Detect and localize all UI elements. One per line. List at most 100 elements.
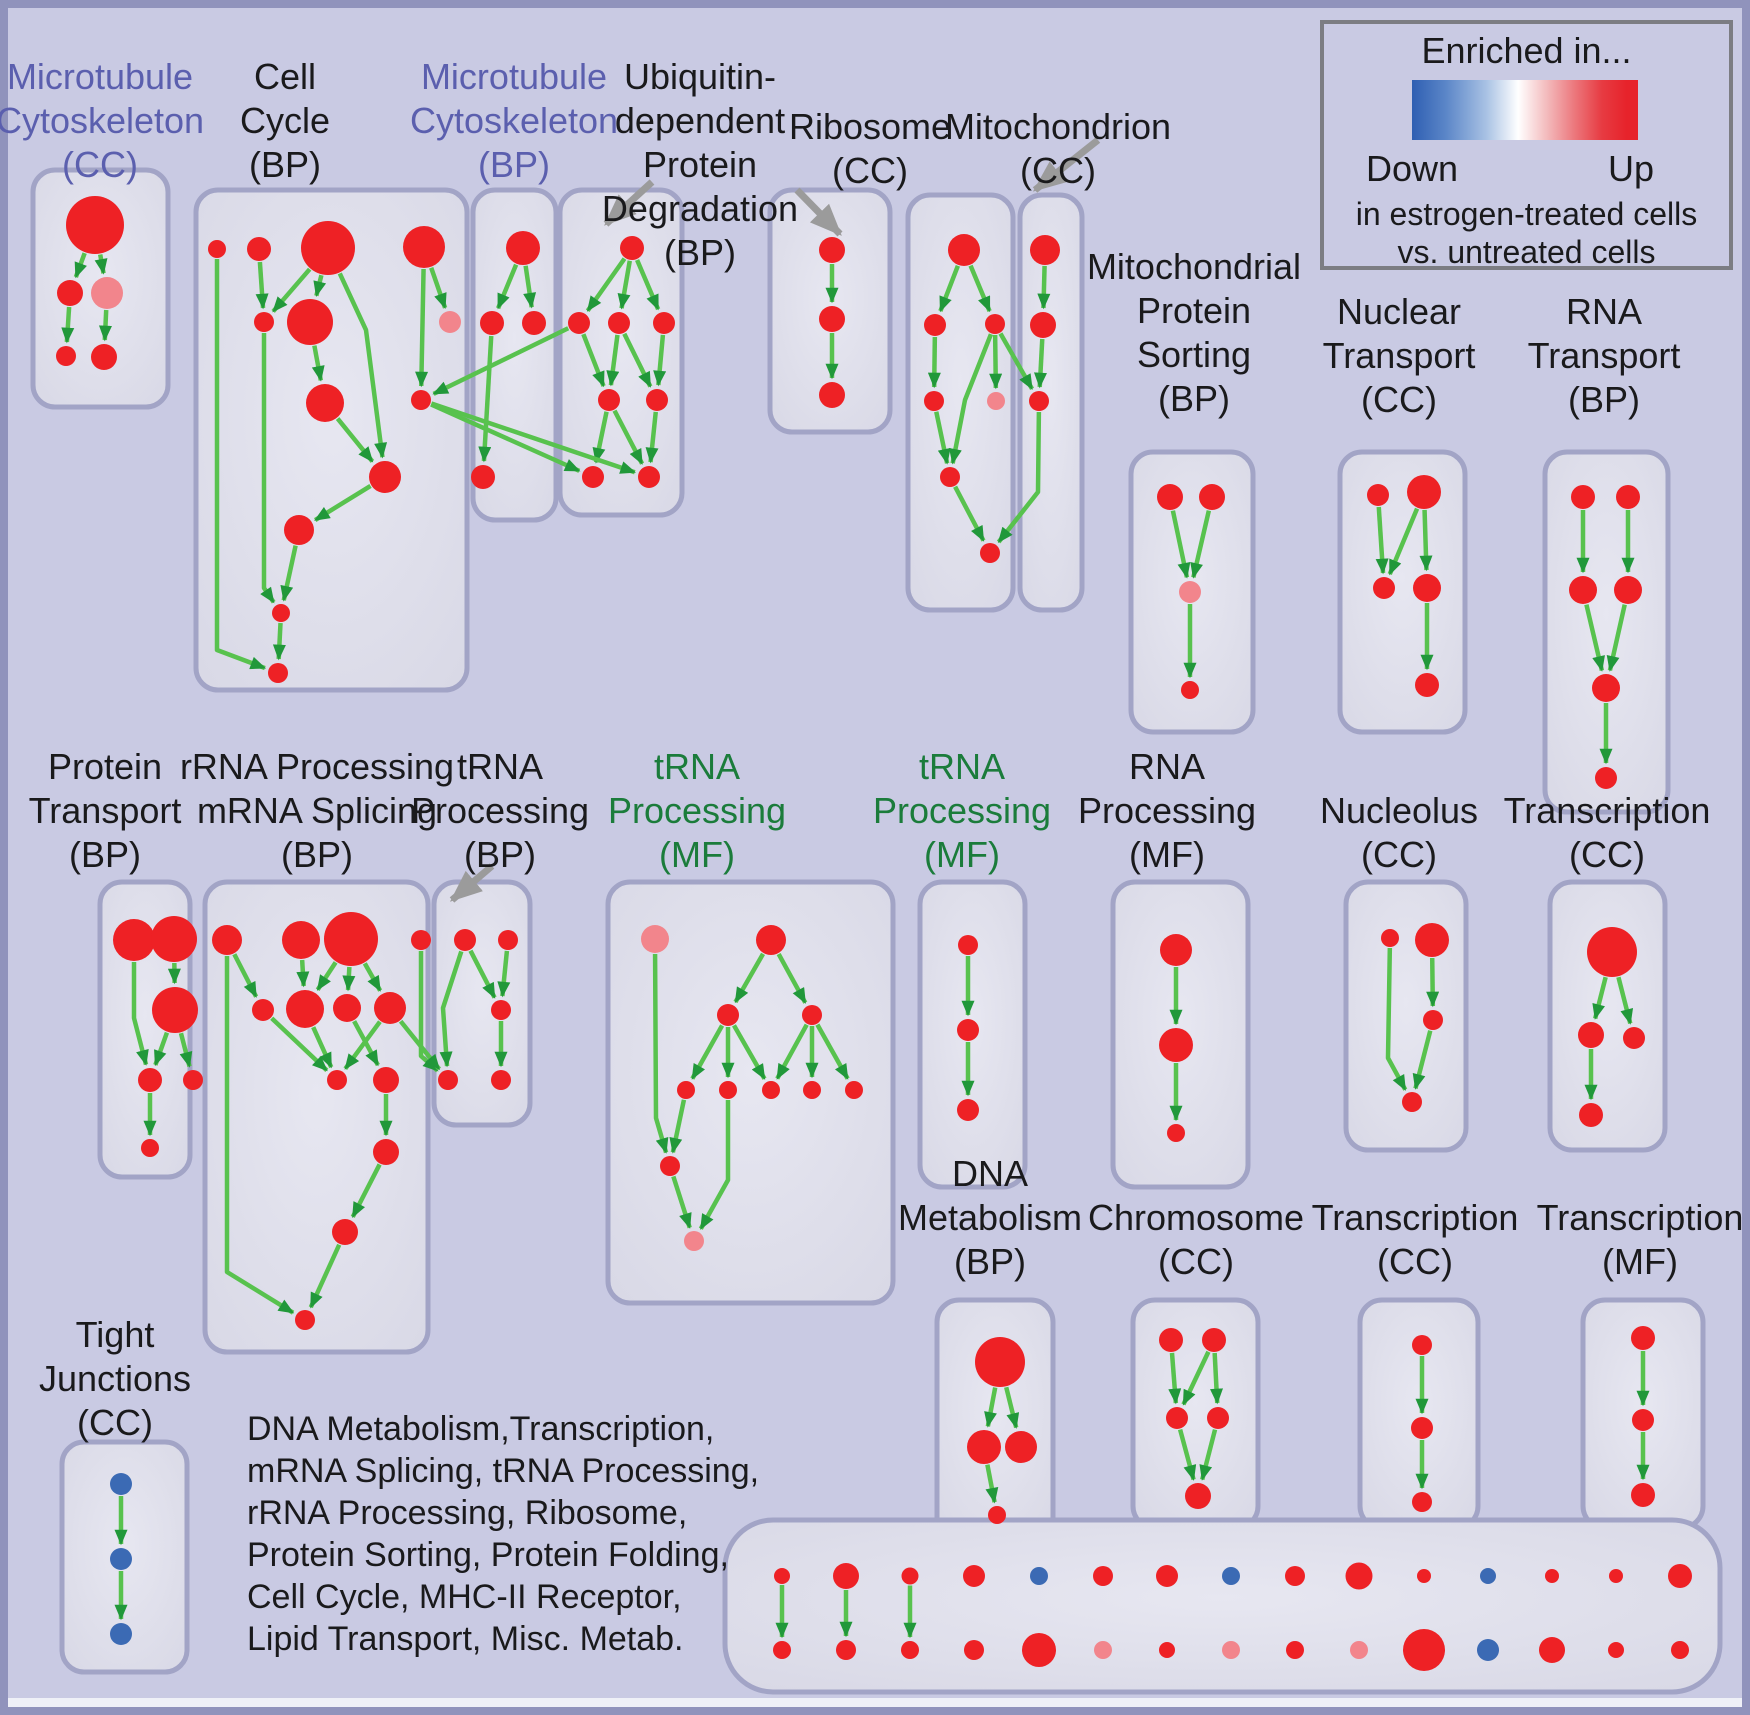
edge-arrow (1190, 510, 1212, 579)
legend-subtitle-line2: vs. untreated cells (1397, 234, 1656, 270)
go-term-node-rrna-processing-mrna-splicing (324, 912, 378, 966)
label-microtubule-cytoskeleton-cc: Microtubule Cytoskeleton (CC) (0, 56, 205, 185)
go-term-node-transcription-cc-mid (1578, 1022, 1604, 1048)
go-term-node-mitochondrial-protein-sorting (1157, 484, 1183, 510)
go-term-node-misc (1345, 1562, 1373, 1590)
go-term-node-protein-transport (183, 1070, 203, 1090)
go-term-node-ubiquitin-degradation-b (819, 382, 845, 408)
go-term-node-misc (1539, 1637, 1565, 1663)
go-term-node-dna-metabolism (1005, 1431, 1037, 1463)
edge-arrow (429, 267, 448, 310)
go-term-node-dna-metabolism (975, 1337, 1025, 1387)
go-term-node-protein-transport (113, 919, 155, 961)
edge-arrow (732, 1024, 767, 1080)
edge-arrow (612, 409, 645, 465)
edge-arrow (153, 1031, 170, 1067)
annotation-arrow (1032, 137, 1101, 193)
go-term-node-trna-processing-mf-1 (762, 1081, 780, 1099)
edge-arrow (671, 1175, 692, 1229)
go-term-node-misc (1417, 1569, 1431, 1583)
go-term-node-trna-processing-mf-2 (957, 1019, 979, 1041)
label-transcription-mf: Transcription (MF) (1536, 1197, 1744, 1282)
go-term-node-chromosome (1202, 1328, 1226, 1352)
group-box-transcription-cc-mid (1547, 879, 1668, 1153)
go-term-node-rna-transport (1569, 576, 1597, 604)
go-term-node-cell-cycle (301, 221, 355, 275)
edge-arrow (415, 268, 429, 388)
label-ubiquitin-dependent-protein-degradation: Ubiquitin- dependent Protein Degradation… (601, 56, 799, 273)
layer-annotation-arrows (449, 137, 1101, 903)
edge-arrow (296, 959, 310, 988)
go-term-node-rna-processing-mf (1167, 1124, 1185, 1142)
label-rna-processing-mf: RNA Processing (MF) (1077, 746, 1257, 875)
edge-arrow (1037, 265, 1051, 310)
edge-arrow (270, 1016, 329, 1073)
go-term-node-ribosome (924, 314, 946, 336)
edge-arrow (272, 622, 286, 661)
go-term-node-nuclear-transport (1407, 475, 1441, 509)
go-term-node-misc (1671, 1641, 1689, 1659)
go-term-node-nucleolus (1381, 929, 1399, 947)
edge-arrow (468, 949, 497, 999)
go-term-node-mitochondrion (1030, 235, 1060, 265)
go-term-node-trna-processing-mf-1 (719, 1081, 737, 1099)
go-term-node-protein-transport (152, 987, 198, 1033)
go-term-node-cell-cycle (287, 299, 333, 345)
label-transcription-cc-mid: Transcription (CC) (1503, 790, 1711, 875)
go-term-node-ubiquitin-degradation-a (620, 236, 644, 260)
go-term-node-cell-cycle (208, 240, 226, 258)
go-term-node-rrna-processing-mrna-splicing (333, 994, 361, 1022)
edge-arrow (313, 274, 327, 298)
go-term-node-trna-processing-mf-1 (802, 1005, 822, 1025)
go-term-node-chromosome (1207, 1407, 1229, 1429)
edge-arrow (1426, 957, 1440, 1008)
edge-arrow (523, 265, 537, 309)
go-term-node-misc (1403, 1629, 1445, 1671)
bottom-strip (8, 1698, 1742, 1707)
go-term-node-rna-transport (1571, 485, 1595, 509)
go-term-node-misc (773, 1641, 791, 1659)
go-term-node-trna-processing-mf-1 (684, 1231, 704, 1251)
go-term-node-trna-processing-bp (438, 1070, 458, 1090)
go-term-node-transcription-mf (1631, 1483, 1655, 1507)
edge-arrow (653, 334, 667, 387)
go-term-node-rrna-processing-mrna-splicing (411, 930, 431, 950)
edge-arrow (1375, 506, 1389, 575)
go-term-node-trna-processing-bp (454, 929, 476, 951)
layer-edges (61, 252, 1650, 1639)
label-trna-processing-bp: tRNA Processing (BP) (410, 746, 590, 875)
edge-arrow (430, 402, 581, 473)
edge-arrow (478, 335, 494, 463)
legend-box: Enriched in... Down Up in estrogen-treat… (1320, 20, 1733, 270)
edge-arrow (775, 1023, 809, 1080)
edge-arrow (73, 252, 87, 279)
go-term-node-misc (1093, 1566, 1113, 1586)
go-term-node-rrna-processing-mrna-splicing (332, 1219, 358, 1245)
label-microtubule-cytoskeleton-bp: Microtubule Cytoskeleton (BP) (409, 56, 619, 185)
go-term-node-transcription-cc-bottom (1412, 1335, 1432, 1355)
go-term-node-tight-junctions (110, 1623, 132, 1645)
go-term-node-misc (1022, 1633, 1056, 1667)
go-term-node-microtubule-cc (66, 196, 124, 254)
go-term-node-misc (1030, 1567, 1048, 1585)
go-term-node-misc (1222, 1641, 1240, 1659)
go-term-node-chromosome (1166, 1407, 1188, 1429)
label-protein-transport: Protein Transport (BP) (28, 746, 182, 875)
edge-arrow (996, 411, 1042, 544)
go-term-node-misc (1668, 1564, 1692, 1588)
edge-arrow (622, 332, 653, 388)
go-term-node-microtubule-bp (506, 231, 540, 265)
edge-arrow (1181, 1350, 1211, 1406)
edge-arrow (581, 333, 606, 388)
edge-arrow (652, 953, 669, 1154)
edge-arrow (1033, 338, 1047, 389)
edge-arrow (350, 1163, 382, 1219)
go-term-node-trna-processing-mf-1 (660, 1156, 680, 1176)
edge-arrow (432, 326, 570, 396)
go-term-node-trna-processing-mf-2 (958, 935, 978, 955)
go-term-node-transcription-mf (1632, 1409, 1654, 1431)
edge-arrow (927, 336, 941, 389)
go-term-node-cell-cycle (284, 515, 314, 545)
edge-arrow (592, 411, 609, 464)
